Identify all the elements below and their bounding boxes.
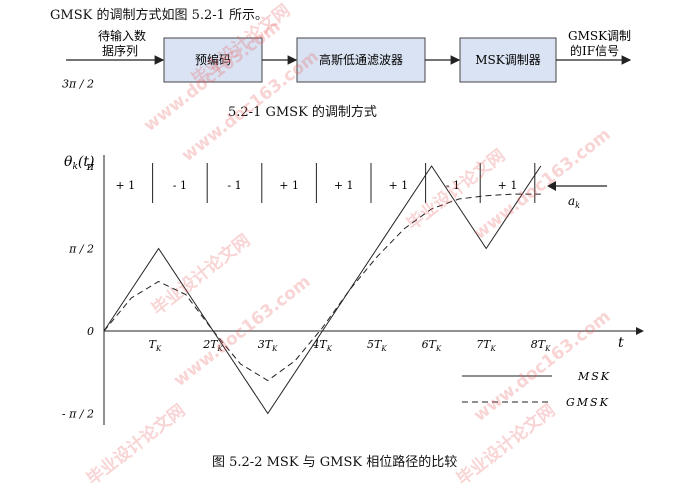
sequence-symbol: + 1: [334, 179, 354, 192]
x-tick-label: 5TK: [367, 338, 387, 353]
gmsk-block-diagram: 待输入数 据序列 预编码 高斯低通滤波器 MSK调制器 GMSK调制 的IF信号: [66, 28, 632, 83]
x-tick-label: 6TK: [422, 338, 442, 353]
figure1-caption: 5.2-1 GMSK 的调制方式: [228, 105, 377, 120]
output-label-line2: 的IF信号: [570, 43, 619, 58]
x-tick-label: 4TK: [311, 338, 332, 353]
sequence-symbol: + 1: [115, 179, 135, 192]
chart-dynamic-layer: 3π / 2ππ / 20- π / 2- πTK2TK3TK4TK5TK6TK…: [62, 78, 644, 425]
y-axis-label-tail: (t): [78, 154, 95, 170]
x-tick-label: 8TK: [531, 338, 551, 353]
x-tick-label: 3TK: [258, 338, 278, 353]
y-axis-label-main: θ: [64, 154, 73, 170]
legend: MSK GMSK: [462, 370, 611, 409]
gaussian-filter-block: [296, 37, 426, 83]
sequence-symbol: + 1: [498, 179, 518, 192]
sequence-symbol: - 1: [173, 179, 187, 192]
output-label-line1: GMSK调制: [568, 29, 631, 43]
y-axis-label: θk(t): [64, 154, 94, 172]
intro-text: GMSK 的调制方式如图 5.2-1 所示。: [50, 8, 269, 23]
sequence-symbol: - 1: [227, 179, 241, 192]
msk-modulator-label: MSK调制器: [475, 53, 540, 67]
y-tick-label: π: [86, 160, 95, 173]
sequence-label: ak: [568, 194, 580, 210]
sequence-label-main: a: [568, 194, 575, 208]
gaussian-filter-label: 高斯低通滤波器: [319, 52, 403, 67]
x-tick-label: TK: [149, 338, 162, 353]
x-tick-label: 7TK: [476, 338, 496, 353]
y-tick-label: π / 2: [68, 243, 94, 256]
input-label-line1: 待输入数: [98, 28, 146, 43]
sequence-symbol: + 1: [279, 179, 299, 192]
series-gmsk-line: [103, 193, 541, 382]
phase-path-chart: θk(t) t ak 3π / 2ππ / 20- π / 2- πTK2TK3…: [62, 78, 644, 425]
precoder-label: 预编码: [195, 52, 231, 67]
legend-msk-label: MSK: [577, 370, 611, 383]
y-tick-label: 3π / 2: [62, 78, 94, 91]
precoder-block: [163, 37, 263, 83]
input-label-line2: 据序列: [102, 43, 138, 58]
series-msk-line: [103, 165, 542, 415]
sequence-arrowhead: [547, 181, 556, 191]
y-tick-label: - π / 2: [62, 408, 94, 421]
x-tick-label: 2TK: [202, 338, 223, 353]
figure2-caption: 图 5.2-2 MSK 与 GMSK 相位路径的比较: [212, 455, 458, 470]
sequence-symbol: + 1: [388, 179, 408, 192]
msk-modulator-block: [459, 37, 557, 83]
x-axis-arrowhead: [636, 327, 644, 335]
sequence-label-sub: k: [575, 201, 580, 210]
sequence-symbol: - 1: [446, 179, 460, 192]
y-axis-label-sub: k: [72, 162, 77, 172]
y-tick-label: 0: [87, 325, 94, 338]
legend-gmsk-label: GMSK: [566, 396, 610, 409]
x-axis-label: t: [618, 335, 624, 351]
